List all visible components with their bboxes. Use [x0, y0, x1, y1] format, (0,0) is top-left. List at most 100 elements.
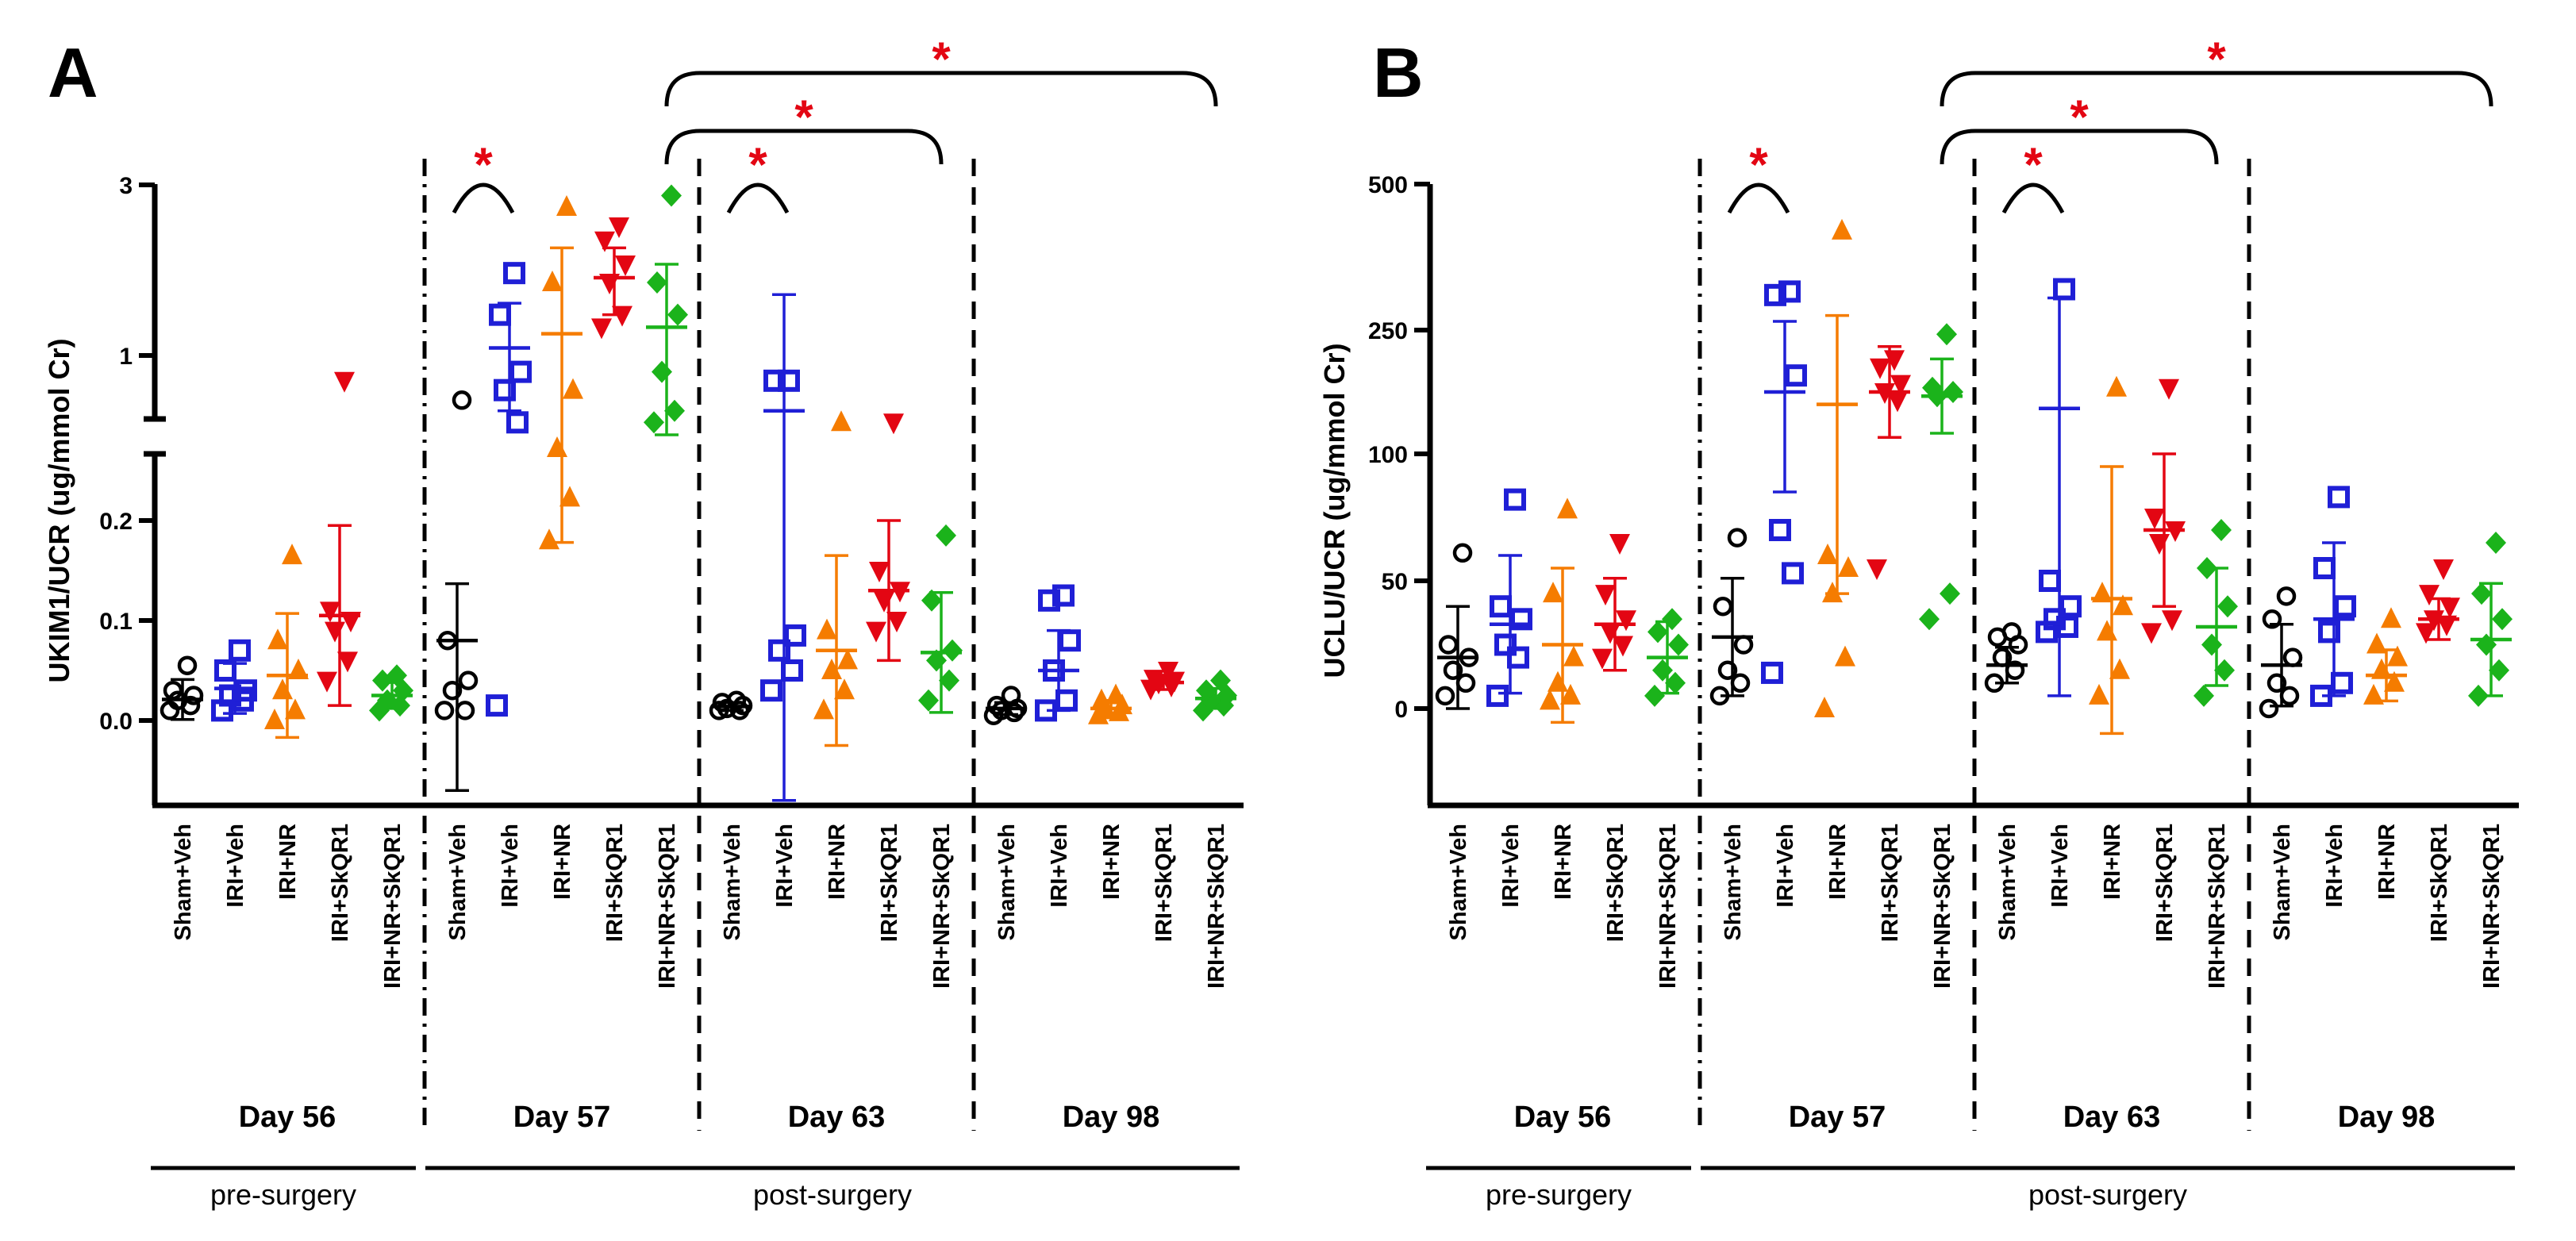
y-tick-label: 3 [119, 173, 133, 199]
iri-veh-point [229, 639, 251, 662]
day-label: Day 98 [2338, 1101, 2436, 1134]
iri-skqr1-point [320, 601, 340, 623]
iri-nr-skqr1-point [936, 524, 956, 547]
iri-nr-point [2371, 658, 2392, 679]
iri-nr-point [539, 528, 559, 550]
iri-nr-skqr1-point [667, 303, 688, 326]
iri-veh-point [2313, 557, 2336, 579]
iri-nr-skqr1-point [2197, 557, 2217, 579]
iri-skqr1-point [2440, 597, 2460, 619]
iri-veh-point [1764, 283, 1786, 306]
day-label: Day 57 [513, 1101, 611, 1134]
significance-arc [2001, 182, 2065, 214]
iri-veh-point [1035, 699, 1057, 722]
category-label: IRI+NR [275, 824, 301, 900]
sham-veh-point [726, 690, 747, 711]
y-tick-label: 50 [1382, 569, 1408, 595]
iri-skqr1-point [1158, 662, 1178, 682]
iri-veh-point [2328, 486, 2350, 509]
iri-nr-skqr1-point [2486, 532, 2506, 554]
category-label: Sham+Veh [1721, 824, 1746, 941]
iri-nr-skqr1-point [2214, 659, 2235, 682]
iri-nr-skqr1-point [661, 184, 682, 207]
sham-veh-point [1001, 686, 1021, 705]
iri-nr-point [831, 410, 852, 432]
category-label: IRI+NR [2374, 824, 2400, 900]
iri-skqr1-point [2162, 610, 2182, 632]
iri-skqr1-point [325, 621, 345, 643]
iri-skqr1-point [1595, 585, 1616, 606]
iri-nr-skqr1-point [2201, 633, 2222, 656]
iri-nr-point [547, 436, 567, 457]
iri-skqr1-point [1884, 350, 1905, 371]
y-axis-label: UKIM1/UCR (ug/mmol Cr) [43, 339, 75, 683]
iri-nr-skqr1-point [652, 360, 672, 383]
iri-nr-point [267, 628, 288, 650]
iri-nr-point [559, 486, 580, 507]
pre-surgery-label: pre-surgery [1486, 1178, 1632, 1211]
iri-skqr1-point [1613, 636, 1633, 657]
iri-veh-point [1059, 629, 1081, 652]
iri-nr-point [1835, 645, 1855, 667]
y-tick-label: 250 [1368, 318, 1408, 344]
sham-veh-point [1727, 528, 1747, 548]
iri-nr-point [2381, 607, 2401, 628]
iri-veh-point [1494, 633, 1517, 656]
iri-skqr1-point [1867, 559, 1887, 580]
sham-veh-point [1452, 543, 1473, 563]
significance-star: * [2024, 138, 2043, 191]
sham-veh-point [452, 390, 472, 410]
iri-nr-point [834, 678, 855, 700]
iri-nr-point [821, 659, 842, 679]
iri-veh-point [2039, 570, 2061, 592]
sham-veh-point [1992, 647, 2013, 667]
iri-skqr1-point [2159, 378, 2179, 400]
y-tick-label: 0.1 [99, 609, 133, 635]
iri-nr-skqr1-point [2193, 684, 2214, 707]
iri-nr-point [2366, 632, 2387, 654]
iri-nr-point [264, 709, 285, 729]
significance-arc [452, 182, 515, 214]
category-label: Sham+Veh [445, 824, 471, 941]
iri-skqr1-point [1592, 648, 1613, 670]
panel-a-marks: * * * * [160, 33, 1237, 802]
iri-nr-skqr1-point [939, 669, 959, 692]
iri-veh-point [486, 694, 508, 717]
iri-nr-skqr1-point [1936, 323, 1957, 346]
sham-veh-point [442, 680, 463, 701]
significance-star: * [2070, 90, 2089, 144]
iri-veh-point [1055, 689, 1078, 712]
iri-nr-skqr1-point [2489, 659, 2509, 682]
category-label: IRI+NR+SkQR1 [1204, 824, 1229, 989]
iri-nr-point [2387, 645, 2408, 667]
iri-nr-skqr1-point [2468, 684, 2489, 707]
panel-a-axes: 0.0 0.1 0.2 1 3 UKIM1/UCR (ug/mmol Cr) Sham+Ve… [43, 159, 1244, 1211]
sham-veh-point [1730, 673, 1751, 694]
significance-bracket [1940, 71, 2493, 107]
iri-veh-point [784, 624, 806, 647]
iri-nr-skqr1-point [942, 639, 963, 662]
iri-nr-skqr1-point [1210, 669, 1231, 692]
iri-skqr1-point [1616, 610, 1636, 632]
iri-skqr1-point [886, 612, 907, 632]
iri-veh-point [1510, 608, 1532, 631]
significance-star: * [474, 138, 493, 191]
iri-nr-point [2092, 582, 2113, 603]
panel-b: B 0 50 100 250 500 UCLU/UCR (ug/mmol Cr) Sham+… [1318, 33, 2519, 1211]
category-label: Sham+Veh [720, 824, 745, 941]
day-label: Day 98 [1063, 1101, 1160, 1134]
sham-veh-point [163, 680, 183, 701]
sham-veh-point [183, 686, 204, 705]
significance-bracket [664, 71, 1218, 107]
sham-veh-point [458, 670, 479, 690]
sham-veh-point [2279, 686, 2300, 706]
iri-skqr1-point [591, 318, 612, 340]
significance-arc [726, 182, 790, 214]
iri-veh-point [778, 369, 800, 392]
category-label: IRI+Veh [1498, 824, 1524, 908]
iri-skqr1-point [874, 591, 894, 613]
category-label: IRI+Veh [2047, 824, 2073, 908]
significance-star: * [748, 138, 767, 191]
sham-veh-point [2259, 698, 2279, 719]
sham-veh-point [434, 701, 455, 720]
